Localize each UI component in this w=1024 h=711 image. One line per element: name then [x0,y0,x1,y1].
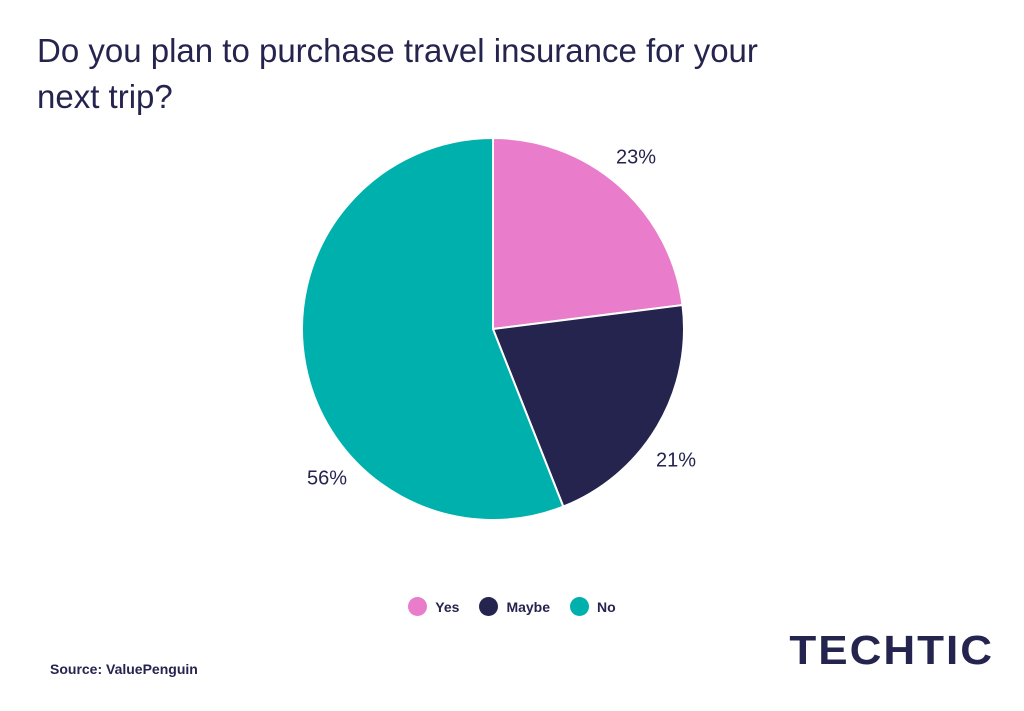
legend-label-no: No [597,598,616,615]
legend-label-yes: Yes [435,598,460,615]
legend-swatch-no [570,597,590,616]
legend-swatch-yes [408,597,428,616]
data-label-yes: 23% [616,146,656,168]
data-label-no: 56% [307,467,347,489]
pie-slice-no [301,136,565,521]
legend: Yes Maybe No [0,597,1024,616]
legend-item-yes: Yes [408,597,459,616]
source-note: Source: ValuePenguin [50,661,198,677]
chart-title: Do you plan to purchase travel insurance… [37,32,758,115]
data-label-maybe: 21% [656,449,696,471]
legend-item-no: No [570,597,616,616]
legend-item-maybe: Maybe [479,597,550,616]
legend-label-maybe: Maybe [506,598,551,615]
legend-swatch-maybe [479,597,499,616]
techtic-logo: TECHTIC [789,628,994,674]
pie-slice-yes [492,136,684,331]
pie-slice-maybe [491,303,685,508]
